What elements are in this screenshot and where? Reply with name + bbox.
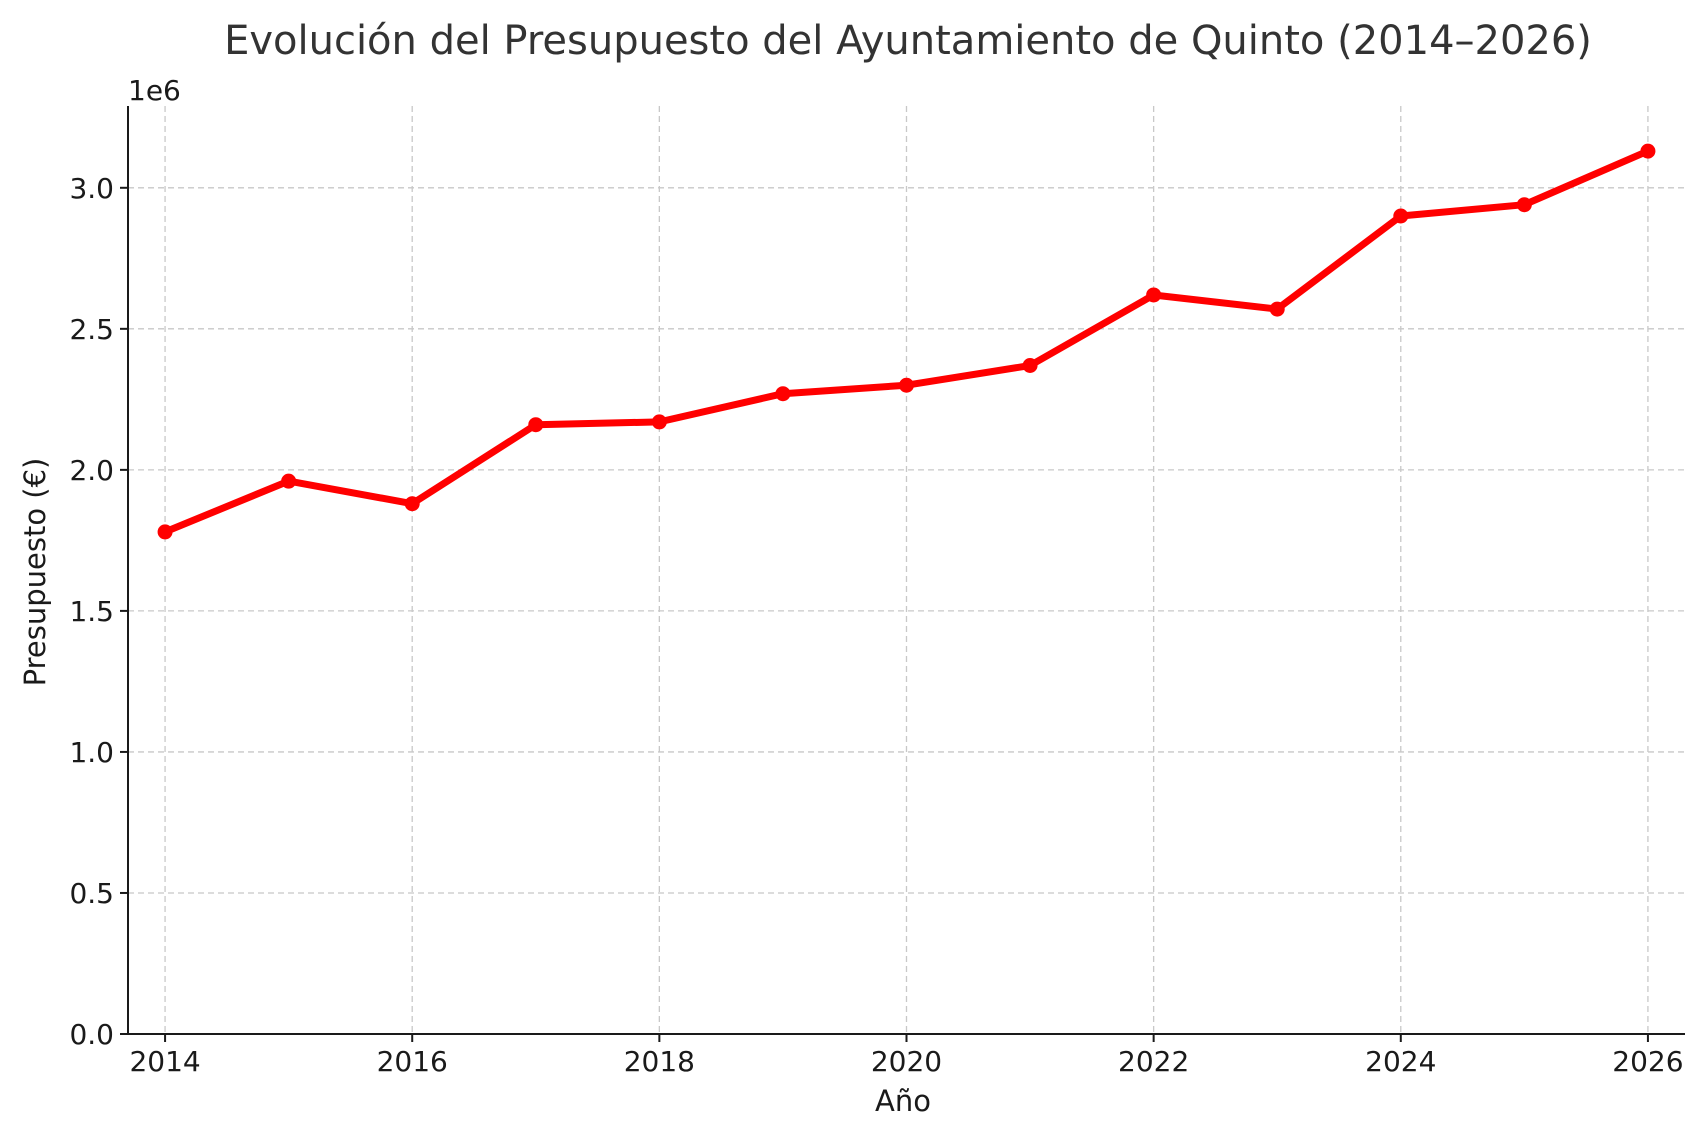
data-point: [157, 524, 173, 540]
data-point: [1393, 208, 1409, 224]
y-tick-label: 2.5: [69, 313, 114, 346]
x-tick-label: 2024: [1365, 1045, 1436, 1078]
data-point: [1516, 197, 1532, 213]
data-point: [1269, 301, 1285, 317]
data-point: [281, 473, 297, 489]
x-tick-label: 2014: [129, 1045, 200, 1078]
y-tick-label: 1.0: [69, 736, 114, 769]
x-axis-label: Año: [875, 1084, 931, 1118]
x-tick-label: 2026: [1612, 1045, 1683, 1078]
data-point: [651, 414, 667, 430]
x-tick-label: 2016: [377, 1045, 448, 1078]
chart-title: Evolución del Presupuesto del Ayuntamien…: [224, 18, 1592, 64]
data-point: [528, 417, 544, 433]
data-point: [1146, 287, 1162, 303]
y-tick-label: 3.0: [69, 172, 114, 205]
x-tick-label: 2020: [871, 1045, 942, 1078]
data-point: [404, 496, 420, 512]
series-layer: [157, 143, 1656, 540]
data-point: [1640, 143, 1656, 159]
data-point: [1022, 358, 1038, 374]
grid-lines: [128, 106, 1685, 1035]
y-tick-label: 2.0: [69, 454, 114, 487]
data-point: [899, 377, 914, 393]
y-axis-ticks: 0.0 0.5 1.0 1.5 2.0 2.5 3.0: [69, 172, 128, 1051]
y-tick-label: 0.5: [69, 877, 114, 910]
y-axis-offset-label: 1e6: [128, 74, 181, 107]
x-tick-label: 2022: [1118, 1045, 1189, 1078]
y-axis-label: Presupuesto (€): [18, 458, 52, 687]
x-tick-label: 2018: [624, 1045, 695, 1078]
y-tick-label: 1.5: [69, 595, 114, 628]
data-point: [775, 386, 791, 402]
x-axis-ticks: 2014 2016 2018 2020 2022 2024 2026: [129, 1034, 1684, 1078]
y-tick-label: 0.0: [69, 1018, 114, 1051]
